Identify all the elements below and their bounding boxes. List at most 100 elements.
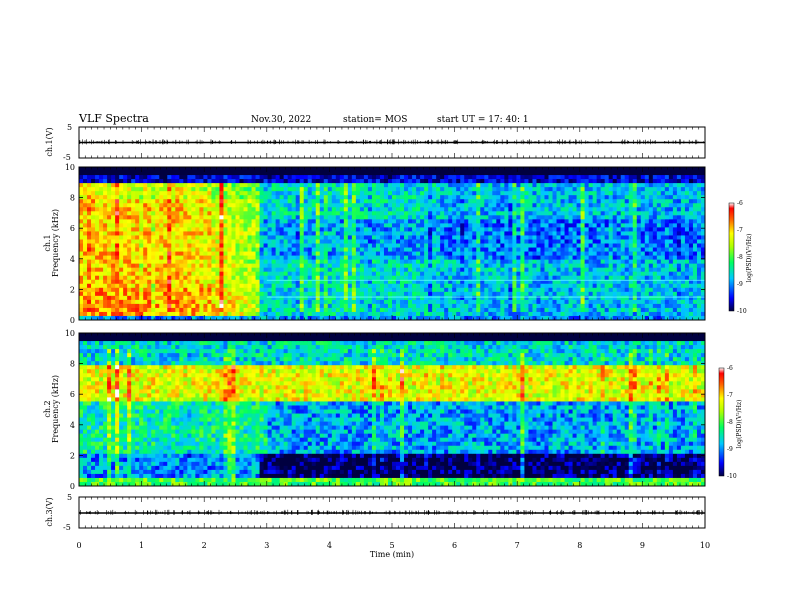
spectrogram-cell: [420, 219, 425, 224]
spectrogram-cell: [279, 167, 285, 172]
spectrogram-cell: [420, 283, 425, 289]
spectrogram-cell: [556, 167, 561, 172]
spectrogram-cell: [87, 243, 92, 248]
spectrogram-cell: [311, 191, 317, 196]
spectrogram-cell: [412, 239, 417, 244]
spectrogram-cell: [255, 203, 260, 208]
spectrogram-cell: [307, 287, 313, 293]
spectrogram-cell: [111, 235, 116, 240]
spectrogram-cell: [520, 279, 525, 285]
spectrogram-cell: [239, 231, 244, 236]
spectrogram-cell: [135, 219, 140, 224]
spectrogram-cell: [255, 167, 260, 172]
spectrogram-cell: [596, 179, 602, 184]
spectrogram-cell: [588, 175, 594, 180]
spectrogram-cell: [79, 263, 84, 269]
spectrogram-cell: [315, 307, 321, 313]
spectrogram-cell: [247, 187, 252, 192]
spectrogram-cell: [387, 171, 393, 176]
spectrogram-cell: [404, 183, 409, 188]
spectrogram-cell: [127, 179, 132, 184]
spectrogram-cell: [327, 255, 333, 261]
spectrogram-cell: [387, 283, 393, 289]
spectrogram-cell: [175, 251, 180, 256]
spectrogram-cell: [259, 271, 264, 277]
spectrogram-cell: [331, 175, 337, 180]
spectrogram-cell: [564, 243, 569, 248]
spectrogram-cell: [79, 287, 84, 293]
spectrogram-cell: [195, 299, 200, 305]
spectrogram-cell: [263, 219, 268, 224]
spectrogram-cell: [588, 255, 594, 261]
spectrogram-cell: [556, 283, 561, 289]
spectrogram-cell: [496, 203, 501, 208]
spectrogram-cell: [203, 239, 208, 244]
spectrogram-cell: [596, 235, 602, 240]
spectrogram-cell: [103, 259, 108, 265]
spectrogram-cell: [259, 275, 264, 281]
spectrogram-cell: [227, 267, 232, 273]
spectrogram-cell: [500, 183, 505, 188]
spectrogram-cell: [203, 183, 208, 188]
spectrogram-cell: [227, 231, 232, 236]
spectrogram-cell: [159, 207, 164, 212]
spectrogram-cell: [339, 235, 345, 240]
spectrogram-cell: [223, 299, 228, 305]
spectrogram-cell: [596, 223, 602, 228]
spectrogram-cell: [175, 299, 180, 305]
spectrogram-cell: [243, 267, 248, 273]
spectrogram-cell: [167, 291, 172, 297]
spectrogram-cell: [295, 219, 301, 224]
spectrogram-cell: [564, 207, 569, 212]
spectrogram-cell: [99, 247, 104, 252]
spectrogram-cell: [127, 227, 132, 232]
spectrogram-cell: [239, 251, 244, 256]
spectrogram-cell: [171, 235, 176, 240]
spectrogram-cell: [468, 227, 473, 232]
spectrogram-cell: [299, 275, 305, 281]
spectrogram-cell: [363, 299, 369, 305]
spectrogram-cell: [404, 299, 409, 305]
spectrogram-cell: [448, 215, 453, 220]
spectrogram-cell: [359, 307, 365, 313]
spectrogram-cell: [371, 303, 377, 309]
spectrogram-cell: [131, 275, 136, 281]
spectrogram-cell: [387, 203, 393, 208]
spectrogram-cell: [143, 179, 148, 184]
spectrogram-cell: [327, 263, 333, 269]
spectrogram-cell: [416, 271, 421, 277]
spectrogram-cell: [379, 215, 385, 220]
spectrogram-cell: [223, 279, 228, 285]
spectrogram-cell: [175, 263, 180, 269]
spectrogram-cell: [211, 187, 216, 192]
spectrogram-cell: [420, 303, 425, 309]
spectrogram-cell: [379, 315, 385, 321]
spectrogram-cell: [564, 295, 569, 301]
spectrogram-cell: [363, 215, 369, 220]
spectrogram-cell: [339, 307, 345, 313]
spectrogram-cell: [219, 191, 224, 196]
spectrogram-cell: [552, 223, 557, 228]
spectrogram-cell: [307, 263, 313, 269]
spectrogram-cell: [127, 299, 132, 305]
spectrogram-cell: [95, 279, 100, 285]
spectrogram-cell: [247, 251, 252, 256]
spectrogram-cell: [347, 207, 353, 212]
spectrogram-cell: [460, 183, 465, 188]
spectrogram-cell: [600, 299, 606, 305]
spectrogram-cell: [223, 183, 228, 188]
spectrogram-cell: [347, 183, 353, 188]
spectrogram-cell: [560, 299, 565, 305]
spectrogram-cell: [371, 179, 377, 184]
spectrogram-cell: [227, 247, 232, 252]
spectrogram-cell: [315, 287, 321, 293]
spectrogram-cell: [87, 171, 92, 176]
spectrogram-cell: [191, 295, 196, 301]
spectrogram-cell: [387, 239, 393, 244]
spectrogram-cell: [424, 307, 429, 313]
spectrogram-cell: [271, 211, 277, 216]
spectrogram-cell: [143, 239, 148, 244]
spectrogram-cell: [207, 279, 212, 285]
spectrogram-cell: [412, 263, 417, 269]
spectrogram-cell: [231, 203, 236, 208]
